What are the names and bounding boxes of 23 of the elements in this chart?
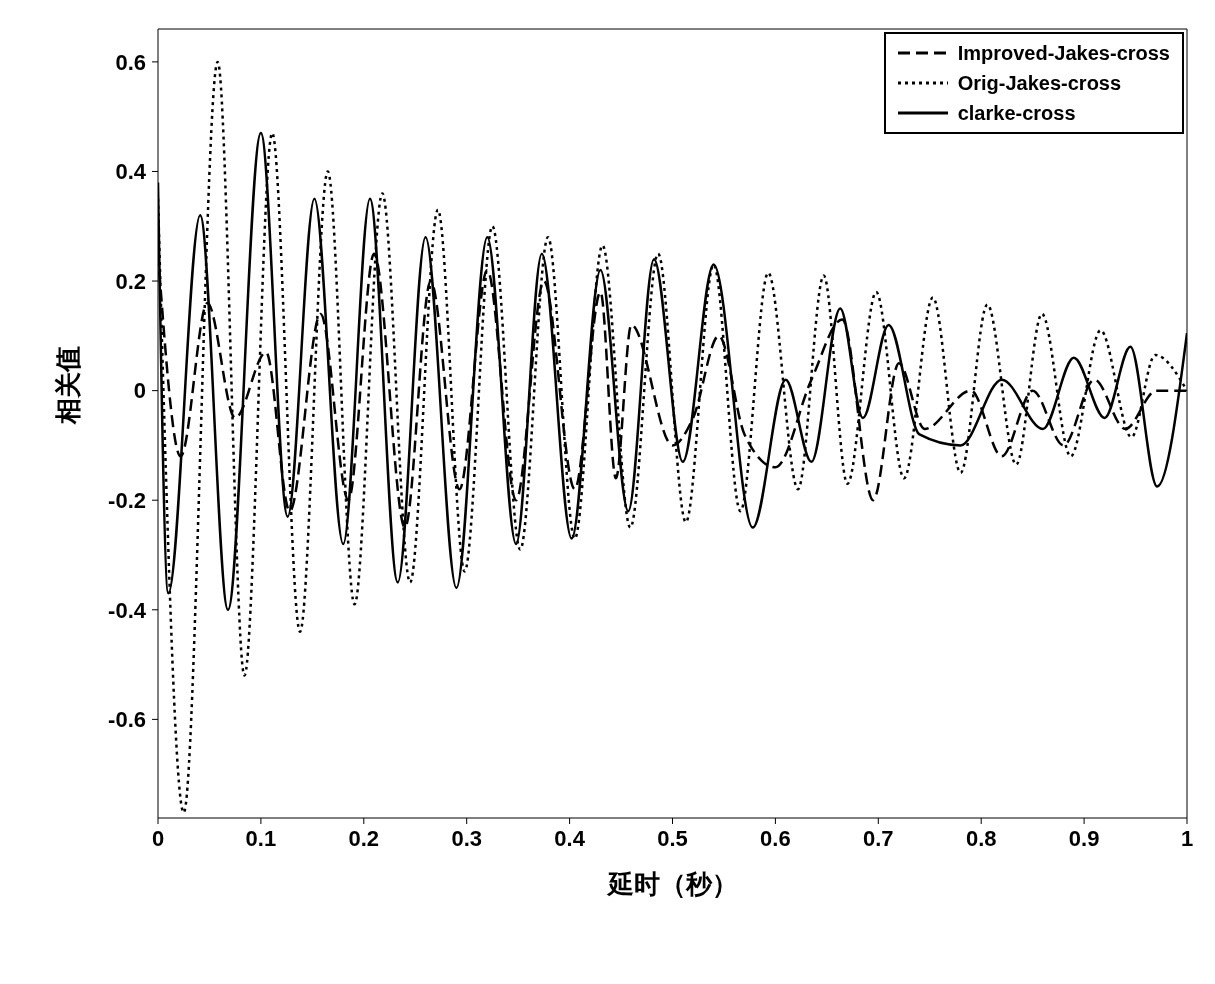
y-axis-title: 相关值 xyxy=(53,345,84,425)
x-tick-label: 0.5 xyxy=(657,825,688,851)
y-tick-label: 0.6 xyxy=(115,49,146,75)
x-tick-label: 0.9 xyxy=(1068,825,1100,851)
x-tick-label: 0.8 xyxy=(965,825,997,851)
legend-label: clarke-cross xyxy=(957,101,1076,125)
x-tick-label: 1 xyxy=(1180,825,1194,851)
x-tick-label: 0.4 xyxy=(554,825,586,851)
legend-label: Improved-Jakes-cross xyxy=(957,41,1170,65)
x-tick-label: 0.2 xyxy=(348,825,380,851)
legend-label: Orig-Jakes-cross xyxy=(957,71,1122,95)
x-tick-label: 0.1 xyxy=(245,825,277,851)
y-tick-label: -0.4 xyxy=(108,597,147,623)
x-axis-title: 延时（秒） xyxy=(605,869,738,899)
x-tick-label: 0 xyxy=(151,825,165,851)
y-tick-label: -0.6 xyxy=(108,707,146,733)
y-tick-label: -0.2 xyxy=(108,488,146,514)
y-tick-label: 0.2 xyxy=(115,268,146,294)
x-tick-label: 0.3 xyxy=(451,825,482,851)
y-tick-label: 0.4 xyxy=(115,159,147,185)
x-tick-label: 0.6 xyxy=(760,825,791,851)
x-tick-label: 0.7 xyxy=(863,825,894,851)
y-tick-label: 0 xyxy=(133,378,146,404)
